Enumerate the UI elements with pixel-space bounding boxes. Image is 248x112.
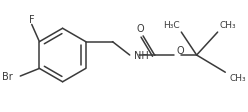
Text: NH: NH [133, 51, 148, 60]
Text: H₃C: H₃C [163, 21, 179, 30]
Text: F: F [29, 15, 34, 25]
Text: CH₃: CH₃ [229, 73, 246, 82]
Text: O: O [136, 24, 144, 34]
Text: Br: Br [2, 71, 13, 81]
Text: CH₃: CH₃ [219, 21, 236, 30]
Text: O: O [177, 46, 184, 56]
